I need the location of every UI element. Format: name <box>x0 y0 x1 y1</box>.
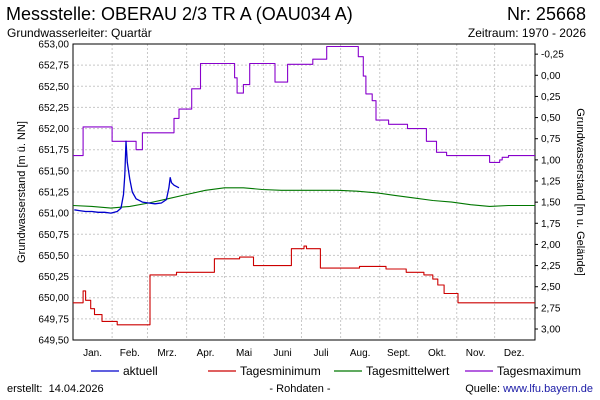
y-right-tick-label: 2,50 <box>541 282 561 293</box>
y-axis-label-right: Grundwasserstand [m u. Gelände] <box>574 108 586 276</box>
source-label: Quelle: <box>465 383 501 395</box>
series-line-tagesmittelwert <box>72 187 535 209</box>
y-right-tick-label: 1,25 <box>541 177 561 188</box>
created-label: erstellt: <box>7 383 43 395</box>
x-tick-label: Nov. <box>466 348 486 359</box>
y-tick-label: 650,75 <box>38 230 69 241</box>
y-right-tick-label: -0,25 <box>541 50 564 61</box>
source-link[interactable]: www.lfu.bayern.de <box>503 383 593 395</box>
y-right-tick-label: 0,25 <box>541 92 561 103</box>
series-line-aktuell <box>74 140 180 214</box>
x-tick-label: Mai <box>236 348 252 359</box>
x-tick-label: Juni <box>273 348 291 359</box>
y-right-tick-label: 0,75 <box>541 134 561 145</box>
y-tick-label: 651,50 <box>38 166 69 177</box>
y-right-tick-label: 0,00 <box>541 71 561 82</box>
y-tick-label: 651,00 <box>38 209 69 220</box>
y-tick-label: 652,00 <box>38 124 69 135</box>
y-right-tick-label: 2,25 <box>541 261 561 272</box>
created-info: erstellt: 14.04.2026 <box>7 383 104 395</box>
legend-label-tagesminimum: Tagesminimum <box>240 364 321 378</box>
y-axis-label: Grundwasserstand [m ü. NN] <box>16 121 28 263</box>
y-right-tick-label: 3,00 <box>541 325 561 336</box>
y-tick-label: 650,00 <box>38 293 69 304</box>
y-right-tick-label: 2,75 <box>541 303 561 314</box>
y-right-tick-label: 1,00 <box>541 155 561 166</box>
source-info: Quelle: www.lfu.bayern.de <box>465 383 593 395</box>
x-tick-label: Feb. <box>120 348 140 359</box>
y-tick-label: 649,75 <box>38 314 69 325</box>
y-tick-label: 653,00 <box>38 40 69 51</box>
x-tick-label: Jan. <box>83 348 102 359</box>
y-right-tick-label: 2,00 <box>541 240 561 251</box>
y-tick-label: 651,25 <box>38 188 69 199</box>
x-tick-label: Apr. <box>197 348 215 359</box>
y-tick-label: 652,75 <box>38 61 69 72</box>
x-tick-label: Juli <box>314 348 329 359</box>
created-date: 14.04.2026 <box>48 383 104 395</box>
x-tick-label: Okt. <box>428 348 446 359</box>
station-number: Nr: 25668 <box>506 4 586 24</box>
plot-frame <box>72 43 536 341</box>
x-tick-label: Sept. <box>387 348 410 359</box>
legend-label-aktuell: aktuell <box>123 364 158 378</box>
legend-label-tagesmittelwert: Tagesmittelwert <box>366 364 450 378</box>
period-label: Zeitraum: 1970 - 2026 <box>467 26 586 40</box>
y-right-tick-label: 0,50 <box>541 113 561 124</box>
y-tick-label: 652,50 <box>38 82 69 93</box>
y-tick-label: 650,50 <box>38 251 69 262</box>
y-right-tick-label: 1,75 <box>541 219 561 230</box>
aquifer-label: Grundwasserleiter: Quartär <box>7 26 152 40</box>
raw-data-note: - Rohdaten - <box>269 383 331 395</box>
y-tick-label: 649,50 <box>38 336 69 347</box>
series-line-tagesmaximum <box>73 45 535 163</box>
y-right-tick-label: 1,50 <box>541 198 561 209</box>
series-line-tagesminimum <box>73 245 535 326</box>
y-tick-label: 652,25 <box>38 103 69 114</box>
x-tick-label: Mrz. <box>157 348 176 359</box>
x-tick-label: Aug. <box>350 348 371 359</box>
chart-title: Messstelle: OBERAU 2/3 TR A (OAU034 A) <box>6 4 353 24</box>
x-tick-label: Dez. <box>504 348 525 359</box>
y-tick-label: 651,75 <box>38 145 69 156</box>
legend-label-tagesmaximum: Tagesmaximum <box>497 364 581 378</box>
y-tick-label: 650,25 <box>38 272 69 283</box>
